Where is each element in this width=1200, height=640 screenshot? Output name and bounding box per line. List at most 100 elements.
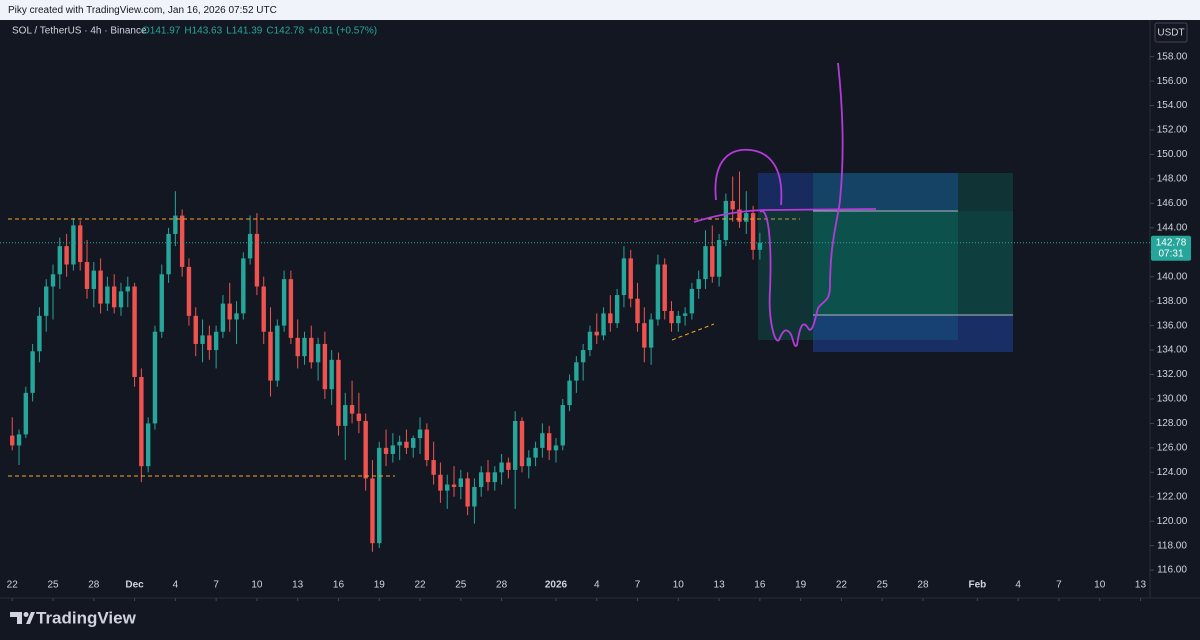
x-tick-label: 4	[173, 580, 179, 591]
x-tick-label: 13	[292, 580, 304, 591]
candle-body	[757, 242, 763, 250]
y-tick-label: 150.00	[1157, 149, 1188, 160]
position-stop	[758, 173, 958, 211]
candle-body	[390, 445, 396, 454]
candle-body	[23, 392, 29, 435]
logo	[26, 612, 35, 624]
candle-body	[642, 323, 647, 348]
candle-body	[696, 279, 701, 289]
candle-body	[417, 429, 423, 439]
position-target	[758, 211, 958, 340]
y-tick-label: 138.00	[1157, 296, 1188, 307]
candle-body	[64, 246, 69, 265]
x-tick-label: 10	[1094, 580, 1106, 591]
candle-body	[315, 343, 321, 363]
quote-item: O141.97	[142, 26, 181, 37]
candle-body	[16, 434, 22, 446]
candle-body	[336, 359, 341, 426]
candle-body	[295, 337, 300, 357]
position-stop	[813, 315, 1013, 352]
candle-body	[152, 331, 158, 424]
quote: O141.97 H143.63 L141.39 C142.78 +0.81 (+0.57…	[142, 26, 377, 37]
candle-body	[125, 286, 130, 292]
candle-body	[723, 200, 729, 241]
candle-body	[37, 315, 42, 352]
candle-body	[227, 303, 232, 320]
candle-body	[343, 405, 348, 426]
x-tick-label: 13	[714, 580, 726, 591]
candle-body	[648, 319, 654, 348]
y-tick-label: 146.00	[1157, 198, 1188, 209]
annotations	[8, 62, 1013, 477]
x-tick-label: 22	[414, 580, 426, 591]
candle-body	[44, 286, 49, 316]
candle-body	[261, 286, 266, 332]
y-tick-label: 126.00	[1157, 443, 1188, 454]
countdown: 07:31	[1158, 248, 1183, 259]
candle-body	[84, 262, 90, 289]
candle-body	[458, 478, 464, 487]
x-tick-label: 4	[594, 580, 600, 591]
y-tick-label: 120.00	[1157, 516, 1188, 527]
x-tick-label: 10	[673, 580, 685, 591]
candle-body	[193, 315, 198, 344]
quote-item: +0.81 (+0.57%)	[308, 26, 377, 37]
candle-body	[377, 447, 382, 544]
candle-body	[601, 313, 606, 336]
y-tick-label: 124.00	[1157, 467, 1188, 478]
candle-body	[560, 405, 565, 446]
caption-bar	[0, 0, 1200, 20]
candle-body	[546, 433, 552, 451]
layers	[10, 171, 763, 552]
symbol-title: SOL / TetherUS · 4h · Binance	[12, 26, 147, 37]
x-tick-label: 4	[1015, 580, 1021, 591]
candle-body	[614, 295, 620, 324]
candle-body	[179, 215, 185, 267]
candle-body	[322, 343, 328, 390]
footer: TradingView	[10, 608, 137, 627]
candle-body	[716, 240, 722, 277]
candle-body	[594, 331, 599, 336]
candle-body	[247, 233, 253, 259]
candle-body	[159, 274, 164, 332]
brand: TradingView	[36, 608, 137, 627]
x-tick-label: 28	[917, 580, 929, 591]
y-tick-label: 116.00	[1157, 565, 1187, 576]
x-tick-label: Dec	[125, 580, 144, 591]
trend-line	[671, 323, 715, 341]
x-tick-label: 10	[251, 580, 263, 591]
candle-body	[111, 286, 117, 308]
candle-body	[207, 335, 212, 351]
y-tick-label: 122.00	[1157, 491, 1188, 502]
candle-body	[553, 445, 559, 451]
candle-body	[145, 423, 151, 467]
candle-body	[540, 433, 545, 448]
candle-body	[431, 460, 436, 475]
candle-body	[533, 447, 538, 458]
candle-body	[220, 303, 226, 332]
x-tick-label: 2026	[545, 580, 568, 591]
candle-body	[567, 380, 572, 406]
x-tick-label: 25	[455, 580, 467, 591]
quote-item: H143.63	[184, 26, 222, 37]
candle-body	[397, 441, 402, 446]
last-price-label: 142.78	[1156, 237, 1187, 248]
candle-body	[512, 420, 518, 470]
candle-body	[519, 420, 525, 467]
y-tick-label: 152.00	[1157, 125, 1188, 136]
y-tick-label: 156.00	[1157, 76, 1188, 87]
x-tick-label: 25	[47, 580, 59, 591]
candle-body	[451, 484, 457, 487]
candle-body	[621, 258, 627, 296]
x-tick-label: 22	[7, 580, 19, 591]
x-tick-label: 16	[754, 580, 766, 591]
candle-body	[57, 246, 63, 275]
logo	[23, 612, 29, 617]
candle-body	[635, 298, 640, 324]
candle-body	[118, 291, 124, 308]
candle-body	[676, 315, 681, 324]
x-tick-label: 7	[1056, 580, 1062, 591]
candle-body	[492, 472, 497, 483]
x-tick-label: 13	[1135, 580, 1147, 591]
